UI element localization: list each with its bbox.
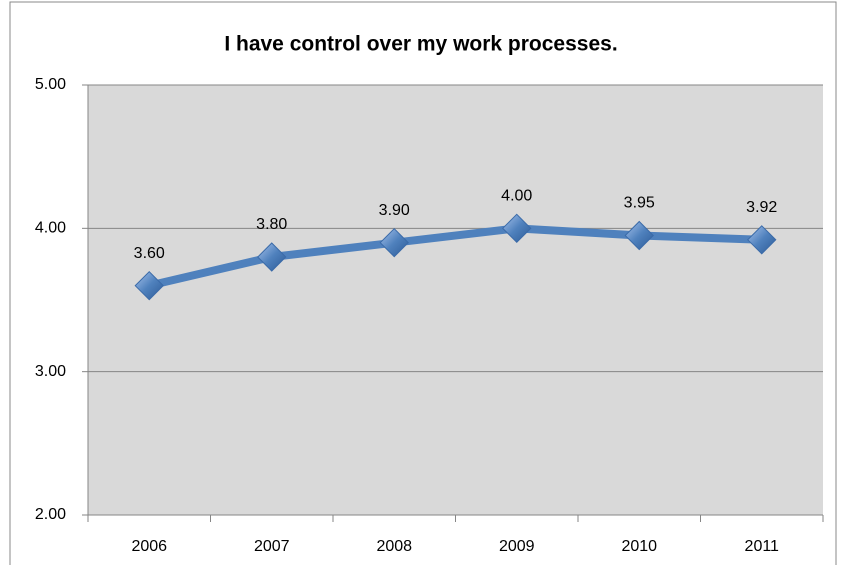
marker	[624, 220, 654, 251]
marker	[502, 213, 532, 244]
series-line	[148, 224, 762, 290]
x-tick-label: 2011	[745, 538, 780, 555]
y-tick-label: 3.00	[35, 363, 66, 380]
y-tick-label: 2.00	[35, 506, 66, 523]
marker	[379, 227, 409, 258]
x-tick-label: 2008	[376, 538, 412, 555]
marker	[134, 270, 164, 301]
data-label: 3.95	[624, 195, 655, 212]
y-tick-label: 5.00	[35, 76, 66, 93]
marker	[747, 225, 777, 255]
x-tick-label: 2010	[621, 538, 657, 555]
x-tick-label: 2009	[499, 538, 535, 555]
chart-title: I have control over my work processes.	[224, 33, 617, 56]
x-tick-label: 2007	[254, 538, 290, 555]
data-label: 3.80	[256, 216, 287, 233]
data-label: 3.60	[134, 245, 165, 262]
data-label: 4.00	[501, 188, 532, 205]
y-tick-label: 4.00	[35, 220, 66, 237]
data-label: 3.90	[379, 202, 410, 219]
data-label: 3.92	[746, 199, 777, 216]
plot-area	[88, 85, 823, 515]
x-tick-label: 2006	[131, 538, 167, 555]
marker	[257, 242, 287, 272]
